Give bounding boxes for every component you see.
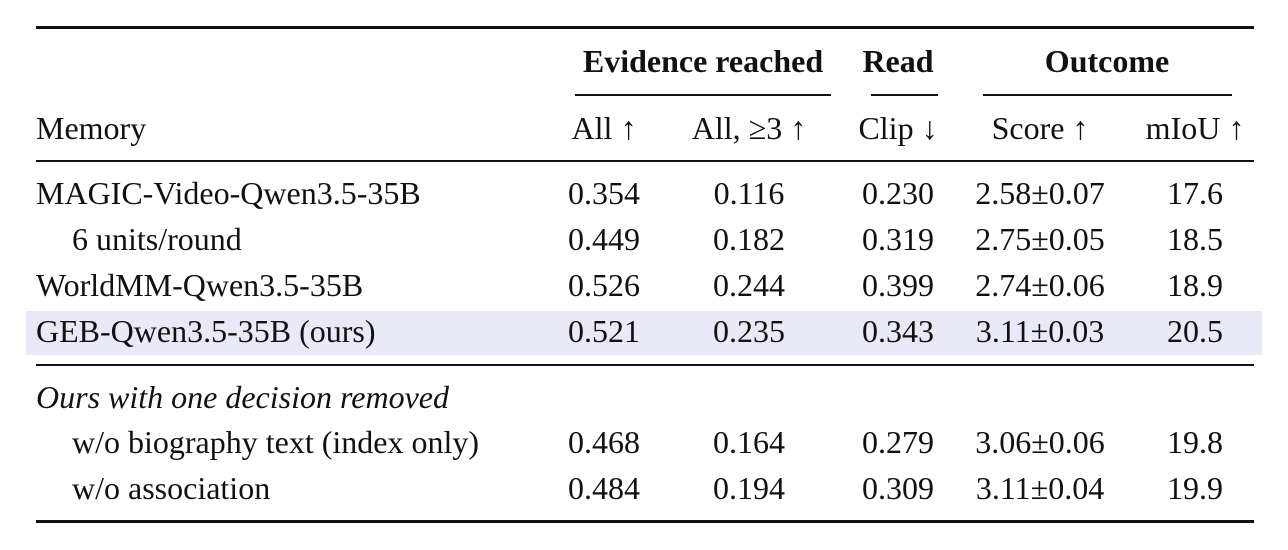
evidence-underline [575, 94, 831, 96]
cell-all: 0.449 [568, 221, 640, 257]
cell-clip: 0.230 [862, 175, 934, 211]
cell-score: 2.75±0.05 [975, 221, 1105, 257]
cell-score: 3.11±0.03 [975, 313, 1105, 349]
row-name: w/o association [72, 470, 271, 506]
col-clip: Clip ↓ [858, 110, 938, 146]
read-underline [871, 94, 938, 96]
cell-miou: 20.5 [1167, 313, 1223, 349]
cell-score: 2.58±0.07 [975, 175, 1105, 211]
cell-clip: 0.399 [862, 267, 934, 303]
cell-score: 2.74±0.06 [975, 267, 1105, 303]
cell-all: 0.354 [568, 175, 640, 211]
col-all-ge3: All, ≥3 ↑ [691, 110, 807, 146]
col-miou: mIoU ↑ [1145, 110, 1245, 146]
cell-all: 0.526 [568, 267, 640, 303]
cell-clip: 0.343 [862, 313, 934, 349]
group-outcome: Outcome [1044, 43, 1170, 79]
cell-miou: 17.6 [1167, 175, 1223, 211]
col-all: All ↑ [571, 110, 637, 146]
cell-all: 0.468 [568, 424, 640, 460]
cell-miou: 18.9 [1167, 267, 1223, 303]
top-rule [36, 26, 1254, 29]
cell-miou: 19.9 [1167, 470, 1223, 506]
cell-score: 3.06±0.06 [975, 424, 1105, 460]
cell-miou: 18.5 [1167, 221, 1223, 257]
group-evidence-reached: Evidence reached [582, 43, 824, 79]
row-name: 6 units/round [72, 221, 242, 257]
cell-all-ge3: 0.244 [713, 267, 785, 303]
section-rule [36, 364, 1254, 366]
cell-miou: 19.8 [1167, 424, 1223, 460]
cell-all-ge3: 0.194 [713, 470, 785, 506]
cell-all-ge3: 0.116 [713, 175, 785, 211]
col-score: Score ↑ [991, 110, 1089, 146]
cell-all: 0.521 [568, 313, 640, 349]
ablation-title: Ours with one decision removed [36, 379, 449, 415]
row-name: GEB-Qwen3.5-35B (ours) [36, 313, 376, 349]
group-read: Read [862, 43, 934, 79]
bottom-rule [36, 520, 1254, 523]
col-memory: Memory [36, 110, 147, 146]
row-name: MAGIC-Video-Qwen3.5-35B [36, 175, 421, 211]
cell-all: 0.484 [568, 470, 640, 506]
cell-all-ge3: 0.235 [713, 313, 785, 349]
cell-all-ge3: 0.164 [713, 424, 785, 460]
header-rule [36, 160, 1254, 162]
ours-row-highlight [26, 311, 1262, 355]
row-name: w/o biography text (index only) [72, 424, 480, 460]
row-name: WorldMM-Qwen3.5-35B [36, 267, 364, 303]
outcome-underline [983, 94, 1232, 96]
cell-score: 3.11±0.04 [975, 470, 1105, 506]
cell-clip: 0.319 [862, 221, 934, 257]
cell-clip: 0.309 [862, 470, 934, 506]
cell-clip: 0.279 [862, 424, 934, 460]
cell-all-ge3: 0.182 [713, 221, 785, 257]
